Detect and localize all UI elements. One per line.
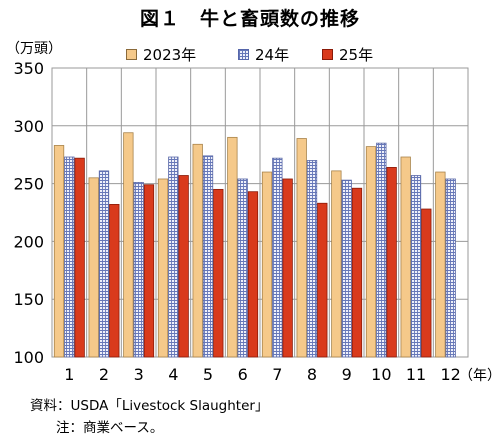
bar-24 <box>98 170 110 358</box>
bar-25 <box>351 187 363 358</box>
bar-25 <box>213 188 224 358</box>
x-tick-label: 5 <box>203 365 213 384</box>
bar-25 <box>74 157 85 358</box>
bar-25 <box>247 191 259 358</box>
bar-24 <box>168 156 179 358</box>
bar-2023 <box>88 177 99 358</box>
y-axis-label: （万頭） <box>6 41 62 57</box>
bar-25 <box>282 178 293 358</box>
bar-24 <box>445 178 456 358</box>
bar-24 <box>341 179 352 358</box>
y-tick-label: 100 <box>13 348 44 367</box>
legend-swatch-2023 <box>126 49 137 60</box>
bar-24 <box>272 157 283 358</box>
x-tick-label: 8 <box>307 365 317 384</box>
legend-item-25: 25年 <box>322 44 373 65</box>
bar-2023 <box>400 156 411 358</box>
bar-24 <box>376 142 387 358</box>
bar-2023 <box>227 136 238 358</box>
bar-2023 <box>261 171 273 358</box>
x-tick-label: 3 <box>134 365 144 384</box>
x-axis-label: （年） <box>459 368 500 384</box>
y-tick-label: 350 <box>13 59 44 78</box>
bar-2023 <box>53 145 65 358</box>
bar-2023 <box>157 178 169 358</box>
legend-label-2023: 2023年 <box>143 46 197 64</box>
x-tick-label: 7 <box>272 365 282 384</box>
x-tick-label: 4 <box>168 365 178 384</box>
bar-25 <box>109 204 120 358</box>
y-tick-label: 200 <box>13 232 44 251</box>
bar-25 <box>317 202 328 358</box>
x-tick-label: 12 <box>440 365 460 384</box>
bar-24 <box>64 156 75 358</box>
legend-label-24: 24年 <box>255 46 290 64</box>
y-tick-label: 150 <box>13 290 44 309</box>
bar-25 <box>421 208 432 358</box>
bar-2023 <box>296 138 307 358</box>
bar-2023 <box>365 146 377 358</box>
bar-25 <box>178 175 189 358</box>
bar-2023 <box>435 171 446 358</box>
footnote: 注：商業ベース。 <box>56 420 164 436</box>
bar-24 <box>410 175 422 358</box>
x-tick-label: 10 <box>371 365 391 384</box>
bar-24 <box>202 155 214 358</box>
chart-title: 図１ 牛と畜頭数の推移 <box>139 8 360 30</box>
x-tick-label: 6 <box>238 365 248 384</box>
bar-25 <box>386 167 397 358</box>
legend-item-24: 24年 <box>238 44 289 65</box>
bar-2023 <box>123 132 134 358</box>
legend-swatch-24 <box>238 49 249 60</box>
legend-label-25: 25年 <box>339 46 374 64</box>
bar-24 <box>306 160 318 358</box>
x-tick-label: 11 <box>406 365 426 384</box>
bar-24 <box>133 182 144 358</box>
bar-25 <box>143 184 155 358</box>
x-tick-label: 9 <box>342 365 352 384</box>
bar-24 <box>237 178 248 358</box>
source-note: 資料：USDA「Livestock Slaughter」 <box>30 398 269 414</box>
x-tick-label: 2 <box>99 365 109 384</box>
legend-swatch-25 <box>322 49 333 60</box>
y-tick-label: 300 <box>13 117 44 136</box>
x-tick-label: 1 <box>64 365 74 384</box>
y-tick-label: 250 <box>13 175 44 194</box>
legend-item-2023: 2023年 <box>126 44 196 65</box>
bar-2023 <box>192 143 203 358</box>
bar-2023 <box>331 170 342 358</box>
